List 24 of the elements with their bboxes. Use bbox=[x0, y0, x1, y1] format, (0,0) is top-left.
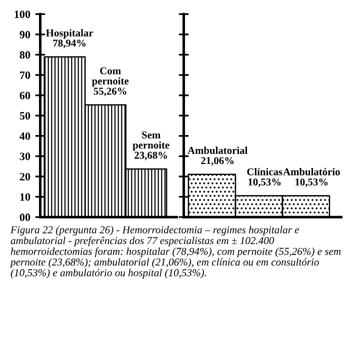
data-label: 10,53% bbox=[296, 178, 328, 187]
y-tick-label: 20 bbox=[20, 172, 30, 180]
data-label: 10,53% bbox=[248, 178, 281, 187]
x-tick-label: Hospitalar bbox=[46, 29, 94, 39]
y-tick-label: 100 bbox=[14, 10, 30, 18]
y-tick-label: 30 bbox=[20, 152, 30, 160]
category-label: Clínicas bbox=[247, 168, 282, 176]
x-tick-label: Com pernoite bbox=[92, 67, 129, 87]
data-label: 23,68% bbox=[134, 152, 168, 160]
y-tick-label: 50 bbox=[20, 112, 30, 120]
category-label: Ambulatório bbox=[283, 168, 340, 176]
x-tick-label: Sem pernoite bbox=[132, 131, 170, 151]
y-tick-label: 80 bbox=[20, 51, 30, 59]
y-tick-label: 40 bbox=[20, 132, 30, 140]
data-label: 78,94% bbox=[53, 40, 86, 48]
y-tick-label: 90 bbox=[20, 30, 30, 38]
data-label: 55,26% bbox=[94, 88, 126, 96]
text: Figura 22 (pergunta 26) - Hemorroidectomia – regimes hospitalar e ambulatorial - preferências dos 77 especialistas em ± 102.400 hemorroidectomias foram: hospitalar (78,94%), com pernoite (55,26%) e sem pernoite (23,68%); ambulatorial (21,06%), em clínica ou em consultório (10,53%) e ambulatório ou hospital (10,53%). bbox=[10, 226, 341, 278]
category-label: Ambulatorial bbox=[188, 146, 248, 154]
y-tick-label: 60 bbox=[20, 92, 30, 100]
y-tick-label: 70 bbox=[20, 71, 30, 79]
y-tick-label: 00 bbox=[20, 214, 30, 222]
y-tick-label: 10 bbox=[20, 193, 30, 201]
data-label: 21,06% bbox=[201, 157, 234, 166]
